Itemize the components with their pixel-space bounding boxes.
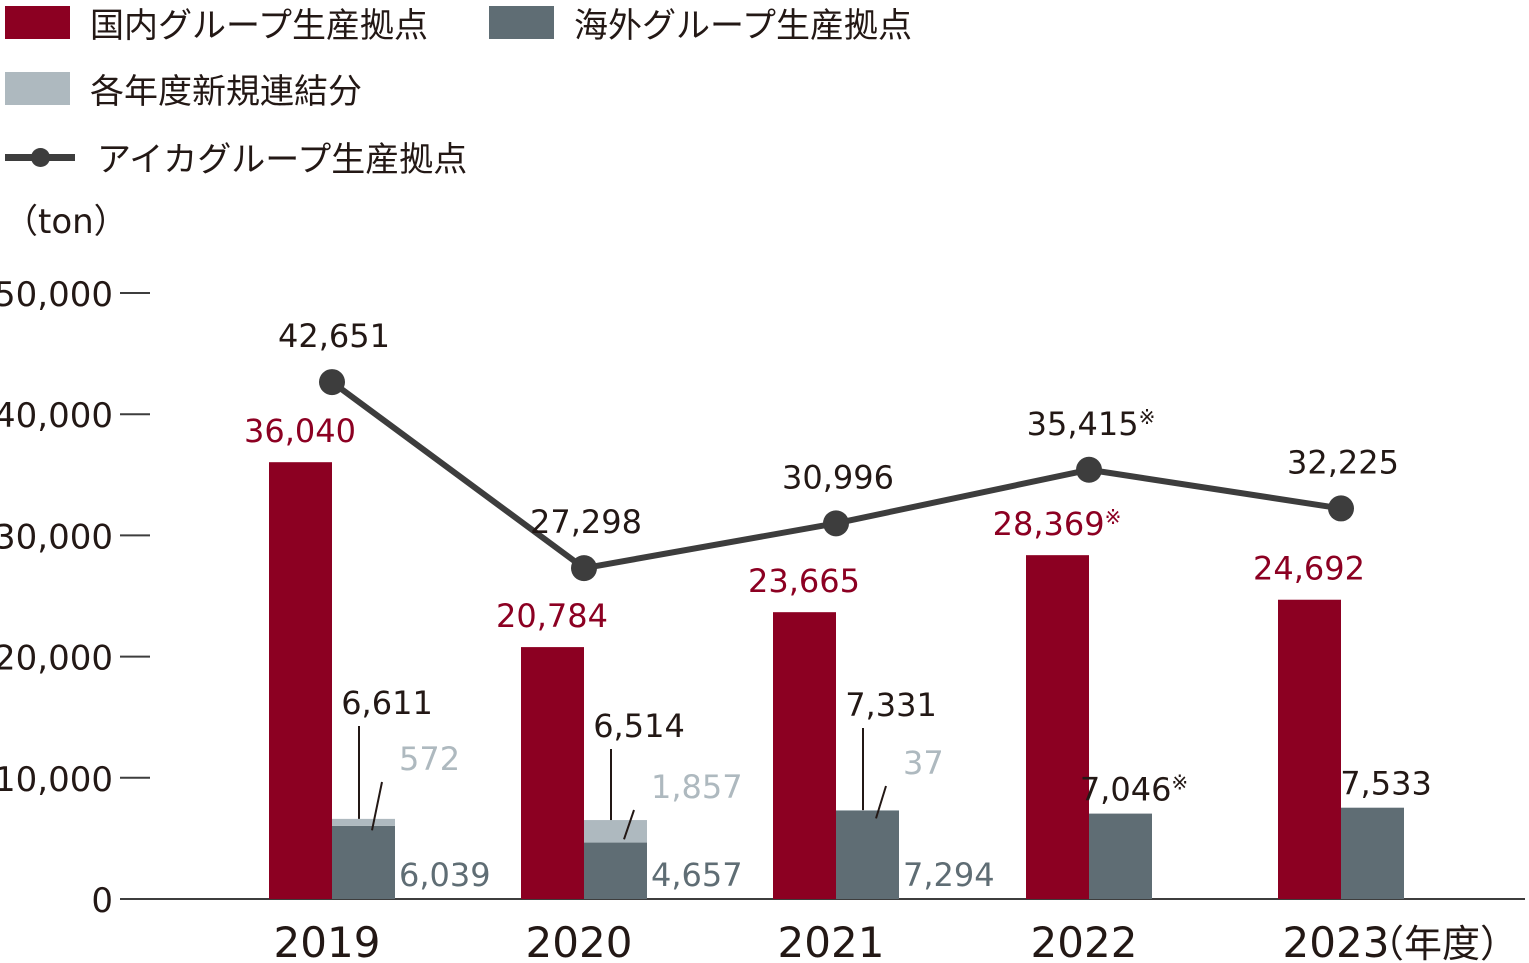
legend-swatch-new-consolidation (5, 71, 70, 105)
y-tick-label: 0 (91, 881, 113, 921)
point-aica-total (571, 555, 597, 582)
data-label-domestic: 23,665 (748, 562, 860, 600)
x-axis-unit-label: （年度） (1366, 922, 1518, 963)
data-label-overseas: 7,046※ (1080, 771, 1188, 809)
y-tick-label: 40,000 (0, 396, 113, 436)
point-aica-total (823, 510, 849, 537)
legend-item-domestic: 国内グループ生産拠点 (5, 2, 428, 46)
point-aica-total (1328, 495, 1354, 522)
x-tick-label: 2019 (274, 918, 381, 963)
legend-label-domestic: 国内グループ生産拠点 (90, 5, 428, 46)
leader-line-new (371, 781, 383, 831)
legend-item-overseas: 海外グループ生産拠点 (489, 2, 912, 46)
legend-label-new-consolidation: 各年度新規連結分 (90, 71, 362, 112)
bar-overseas (1341, 807, 1404, 899)
data-label-overseas-total: 6,611 (341, 684, 433, 722)
bar-overseas-existing (836, 810, 899, 899)
x-tick-label: 2021 (778, 918, 885, 963)
data-label-overseas-total: 7,331 (845, 686, 937, 724)
data-label-domestic: 20,784 (496, 597, 608, 635)
legend-item-new-consolidation: 各年度新規連結分 (5, 68, 362, 112)
legend-swatch-overseas (489, 5, 554, 39)
data-label-overseas-total: 6,514 (593, 707, 685, 745)
bar-domestic (1026, 555, 1089, 899)
point-aica-total (1076, 456, 1102, 483)
data-label-domestic: 24,692 (1253, 550, 1365, 588)
bar-overseas (1089, 813, 1152, 899)
x-tick-label: 2023 (1283, 918, 1390, 963)
y-tick-label: 10,000 (0, 760, 113, 800)
point-aica-total (319, 369, 345, 396)
data-label-aica-total: 30,996 (782, 458, 894, 496)
bar-overseas-existing (332, 825, 395, 899)
data-label-aica-total: 32,225 (1287, 443, 1399, 481)
data-label-aica-total: 35,415※ (1027, 405, 1156, 443)
legend-swatch-domestic (5, 5, 70, 39)
data-label-new: 37 (903, 744, 944, 782)
x-tick-label: 2022 (1031, 918, 1138, 963)
data-label-aica-total: 42,651 (278, 317, 390, 355)
x-tick-label: 2020 (526, 918, 633, 963)
bar-overseas-existing (584, 842, 647, 899)
bar-domestic (1278, 599, 1341, 899)
data-label-new: 572 (399, 740, 460, 778)
data-label-overseas-existing: 6,039 (399, 856, 491, 894)
data-label-domestic: 36,040 (244, 412, 356, 450)
data-label-overseas-existing: 4,657 (651, 856, 743, 894)
y-axis-unit-label: （ton） (4, 202, 128, 242)
y-tick-label: 20,000 (0, 639, 113, 679)
data-label-domestic: 28,369※ (993, 505, 1122, 543)
y-tick-label: 50,000 (0, 275, 113, 315)
y-tick-label: 30,000 (0, 517, 113, 557)
leader-line-new (623, 809, 635, 840)
legend-line-marker (5, 140, 75, 173)
bar-domestic (521, 647, 584, 899)
bar-domestic (773, 612, 836, 899)
bar-overseas-new (584, 820, 647, 843)
legend-label-aica-total: アイカグループ生産拠点 (97, 139, 468, 180)
bar-overseas-new (332, 818, 395, 826)
data-label-aica-total: 27,298 (530, 503, 642, 541)
data-label-overseas: 7,533 (1340, 765, 1432, 803)
data-label-overseas-existing: 7,294 (903, 856, 995, 894)
leader-line-new (875, 785, 887, 819)
legend-label-overseas: 海外グループ生産拠点 (574, 5, 912, 46)
bar-domestic (269, 462, 332, 899)
legend-item-aica-total: アイカグループ生産拠点 (5, 136, 467, 180)
data-label-new: 1,857 (651, 768, 743, 806)
